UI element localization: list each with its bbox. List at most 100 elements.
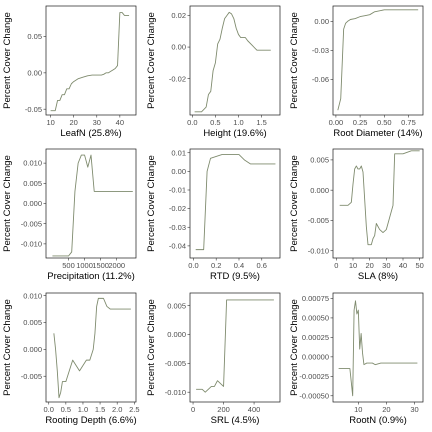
y-tick-label: 0.005 (23, 318, 42, 327)
y-axis-title: Percent Cover Change (289, 299, 300, 396)
x-tick-label: 0.2 (211, 261, 221, 270)
y-tick-label: 0.000 (23, 199, 42, 208)
x-tick-label: 40 (399, 261, 407, 270)
x-tick-label: 0 (191, 405, 195, 414)
x-tick-label: 10 (349, 261, 357, 270)
y-tick-label: -0.005 (21, 219, 42, 228)
y-tick-label: -0.02 (169, 74, 186, 83)
y-tick-label: 0.00 (171, 43, 186, 52)
y-axis-title: Percent Cover Change (146, 12, 157, 109)
x-tick-label: 0.0 (187, 118, 197, 127)
y-axis-title: Percent Cover Change (289, 12, 300, 109)
panel-4: -0.010 -0.005 0.000 0.005 0.010 500 1000 1500 20… (2, 148, 137, 282)
x-tick-label: 0.50 (377, 118, 392, 127)
plot-frame (332, 292, 424, 403)
x-tick-label: 1.0 (78, 405, 88, 414)
series-line (52, 154, 133, 257)
x-tick-label: 10 (354, 405, 362, 414)
y-tick-label: -0.05 (25, 105, 42, 114)
y-tick-label: -0.00025 (299, 372, 329, 381)
x-tick-label: 0.4 (234, 261, 244, 270)
y-tick-label: 0.000 (167, 330, 186, 339)
y-tick-label: 0.00075 (302, 294, 329, 303)
series-line (50, 12, 130, 112)
plot-frame (189, 292, 281, 403)
y-tick-label: -0.06 (312, 75, 329, 84)
series-line (53, 297, 131, 399)
y-tick-label: -0.03 (312, 46, 329, 55)
series-line (338, 300, 418, 397)
series-line (339, 150, 420, 246)
x-tick-label: 500 (62, 261, 75, 270)
y-tick-label: -0.00050 (299, 391, 329, 400)
series-line (196, 299, 274, 393)
y-tick-label: -0.005 (165, 359, 186, 368)
x-axis-title: RootN (0.9%) (349, 415, 407, 426)
x-tick-label: 0.00 (329, 118, 344, 127)
x-tick-label: 20 (382, 405, 390, 414)
x-tick-label: 2.0 (112, 405, 122, 414)
x-tick-label: 1.5 (95, 405, 105, 414)
x-tick-label: 30 (382, 261, 390, 270)
x-tick-label: 400 (248, 405, 261, 414)
x-tick-label: 0 (334, 261, 338, 270)
plot-frame (189, 148, 281, 259)
x-tick-label: 1.5 (256, 118, 266, 127)
x-tick-label: 20 (365, 261, 373, 270)
y-tick-label: 0.00025 (302, 333, 329, 342)
y-axis-title: Percent Cover Change (146, 155, 157, 252)
x-tick-label: 200 (217, 405, 230, 414)
x-axis-title: SLA (8%) (358, 271, 398, 282)
x-tick-label: 40 (116, 118, 124, 127)
x-tick-label: 50 (415, 261, 423, 270)
plot-frame (45, 5, 137, 116)
x-tick-label: 1.0 (233, 118, 243, 127)
y-tick-label: -0.005 (308, 216, 329, 225)
y-tick-label: 0.000 (310, 186, 329, 195)
y-tick-label: 0.005 (167, 301, 186, 310)
y-tick-label: -0.010 (308, 246, 329, 255)
y-tick-label: -0.010 (165, 388, 186, 397)
x-tick-label: 20 (70, 118, 78, 127)
x-tick-label: 2.5 (129, 405, 139, 414)
y-axis-title: Percent Cover Change (2, 12, 13, 109)
series-line (337, 9, 419, 111)
x-axis-title: Precipitation (11.2%) (47, 271, 134, 282)
y-tick-label: 0.02 (171, 11, 186, 20)
y-tick-label: 0.005 (23, 179, 42, 188)
y-tick-label: -0.02 (169, 204, 186, 213)
x-tick-label: 30 (410, 405, 418, 414)
x-axis-title: Height (19.6%) (203, 128, 266, 139)
x-tick-label: 0.75 (401, 118, 416, 127)
x-tick-label: 0.6 (257, 261, 267, 270)
y-tick-label: 0.00 (314, 17, 329, 26)
y-tick-label: 0.000 (23, 345, 42, 354)
y-tick-label: 0.00050 (302, 314, 329, 323)
panel-5: -0.04 -0.03 -0.02 -0.01 0.00 0.01 0.0 0.2 0.4 0.6… (146, 148, 281, 282)
x-tick-label: 0.0 (188, 261, 198, 270)
y-tick-label: -0.01 (169, 186, 186, 195)
x-tick-label: 1500 (92, 261, 109, 270)
y-axis-title: Percent Cover Change (2, 299, 13, 396)
y-axis-title: Percent Cover Change (2, 155, 13, 252)
x-axis-title: RTD (9.5%) (210, 271, 260, 282)
y-tick-label: -0.03 (169, 223, 186, 232)
x-axis-title: SRL (4.5%) (211, 415, 260, 426)
y-tick-label: 0.01 (171, 148, 186, 157)
y-tick-label: -0.010 (21, 239, 42, 248)
y-axis-title: Percent Cover Change (146, 299, 157, 396)
y-axis-title: Percent Cover Change (289, 155, 300, 252)
x-tick-label: 2000 (108, 261, 125, 270)
plot-frame (332, 5, 424, 116)
panel-7: -0.005 0.000 0.005 0.010 0.0 0.5 1.0 1.5 2.0 2.5R… (2, 291, 140, 426)
x-tick-label: 0.25 (353, 118, 368, 127)
y-tick-label: 0.00 (171, 167, 186, 176)
x-tick-label: 10 (46, 118, 54, 127)
x-tick-label: 0.5 (61, 405, 71, 414)
plot-frame (45, 292, 137, 403)
